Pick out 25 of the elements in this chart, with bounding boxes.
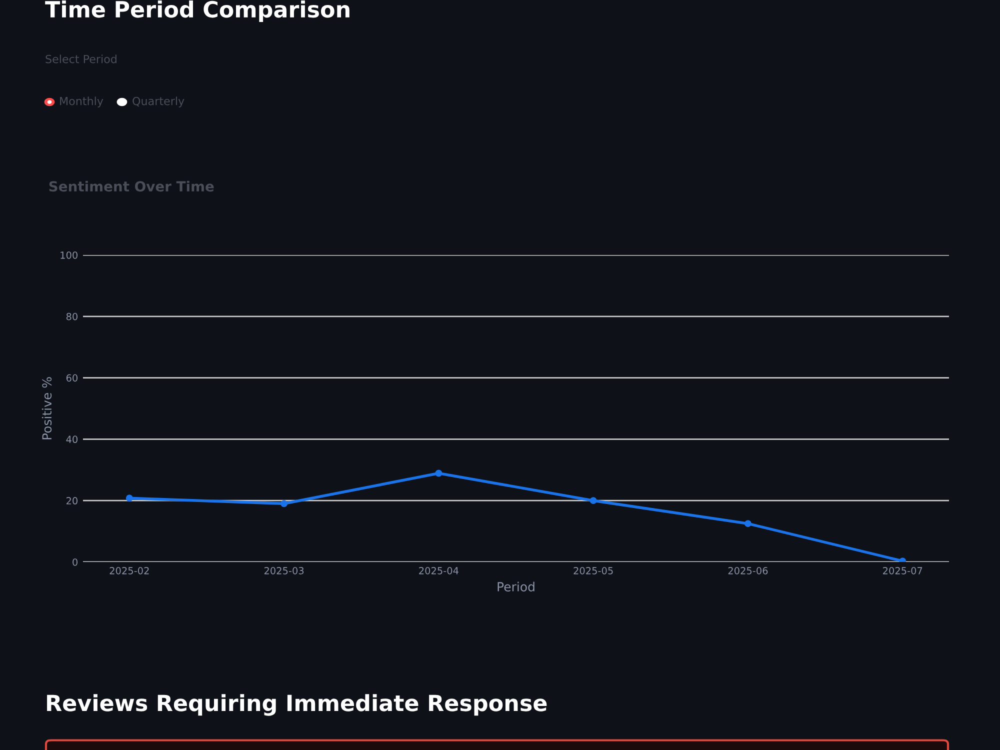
y-tick-label: 60 — [66, 374, 78, 382]
y-tick-label: 100 — [60, 251, 78, 259]
text: Monthly — [60, 96, 104, 108]
x-axis-title: Period — [498, 582, 534, 592]
point — [590, 497, 597, 504]
y-axis-title: Positive % — [42, 377, 52, 440]
x-tick-label: 2025-07 — [883, 567, 922, 574]
text: Select Period — [46, 54, 116, 64]
text: Time Period Comparison — [45, 0, 350, 22]
text: Reviews Requiring Immediate Response — [47, 694, 547, 716]
x-tick-label: 2025-05 — [574, 567, 613, 574]
point — [126, 494, 133, 502]
chart-title: Sentiment Over Time — [49, 180, 214, 192]
x-tick-label: 2025-02 — [110, 567, 149, 574]
y-tick-label: 40 — [66, 436, 78, 444]
point — [280, 500, 288, 508]
y-tick-label: 0 — [72, 558, 78, 566]
y-tick-label: 80 — [66, 312, 78, 320]
y-tick-label: 20 — [66, 497, 78, 504]
point — [744, 520, 752, 528]
point — [435, 470, 442, 477]
x-tick-label: 2025-04 — [419, 567, 458, 574]
text: Quarterly — [132, 96, 184, 108]
x-tick-label: 2025-06 — [728, 567, 768, 574]
x-tick-label: 2025-03 — [264, 567, 304, 574]
